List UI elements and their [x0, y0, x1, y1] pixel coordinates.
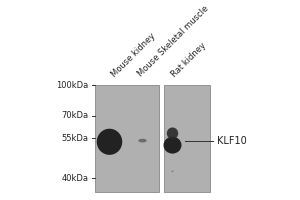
Text: 40kDa: 40kDa: [61, 174, 88, 183]
Ellipse shape: [138, 139, 147, 142]
Bar: [164, 85, 210, 192]
Text: 100kDa: 100kDa: [56, 81, 88, 90]
Bar: [94, 85, 159, 192]
Text: 70kDa: 70kDa: [61, 111, 88, 120]
Text: Rat kidney: Rat kidney: [169, 40, 208, 79]
Ellipse shape: [167, 127, 178, 139]
Ellipse shape: [171, 170, 174, 172]
Ellipse shape: [97, 129, 122, 155]
Text: Mouse kidney: Mouse kidney: [110, 31, 157, 79]
Text: Mouse Skeletal muscle: Mouse Skeletal muscle: [136, 4, 211, 79]
Text: KLF10: KLF10: [218, 136, 247, 146]
Text: 55kDa: 55kDa: [61, 134, 88, 143]
Ellipse shape: [164, 137, 181, 154]
